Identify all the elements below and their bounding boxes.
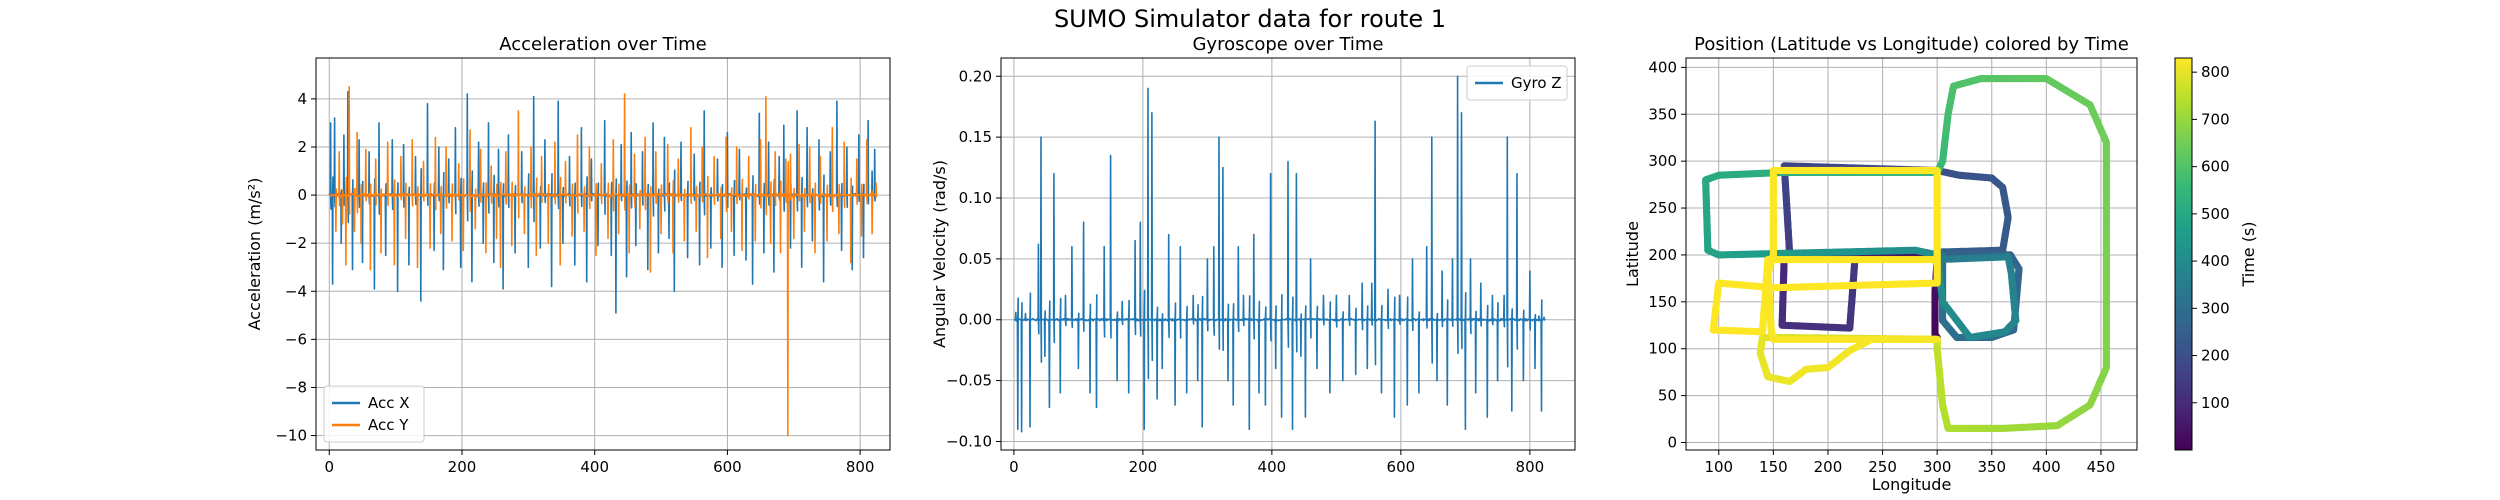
x-tick-label: 200 — [448, 458, 477, 476]
y-tick-label: 0.05 — [959, 250, 992, 268]
series-line-acc-y — [329, 86, 878, 437]
x-tick-label: 800 — [1516, 458, 1545, 476]
legend-box — [323, 385, 425, 443]
axes-frame — [315, 57, 891, 451]
legend-label: Acc X — [368, 394, 410, 412]
y-tick-label: 150 — [1648, 293, 1677, 311]
x-tick-label: 350 — [1977, 458, 2006, 476]
y-tick-label: −2 — [285, 234, 307, 252]
y-tick-label: −10 — [275, 427, 307, 445]
x-tick-label: 300 — [1923, 458, 1952, 476]
position-points — [1702, 75, 2110, 432]
x-tick-label: 800 — [846, 458, 875, 476]
colorbar-tick-label: 700 — [2201, 110, 2230, 128]
colorbar-tick-label: 600 — [2201, 158, 2230, 176]
position-chart: 100 150 200 250 300 350 400 450 0 50 100 150 200 250 3… — [1623, 34, 2138, 494]
chart-title: Acceleration over Time — [499, 34, 706, 55]
x-tick-label: 400 — [1258, 458, 1287, 476]
x-axis-label: Longitude — [1872, 475, 1952, 494]
axes-frame — [1685, 57, 2138, 451]
y-tick-label: 0.10 — [959, 189, 992, 207]
chart-title: Gyroscope over Time — [1192, 34, 1383, 55]
colorbar-tick-label: 400 — [2201, 252, 2230, 270]
gyroscope-chart: 0 200 400 600 800 −0.10 −0.05 0.00 0.05 0.10 0.15 0… — [930, 34, 1576, 476]
position-point — [1931, 256, 1940, 264]
chart-title: Position (Latitude vs Longitude) colored… — [1694, 34, 2129, 55]
x-tick-label: 600 — [1387, 458, 1416, 476]
y-tick-label: 400 — [1648, 58, 1677, 76]
legend: Acc X Acc Y — [323, 385, 425, 443]
legend-box — [1466, 65, 1568, 101]
figure-suptitle: SUMO Simulator data for route 1 — [1054, 5, 1446, 33]
x-tick-label: 400 — [2032, 458, 2061, 476]
colorbar-tick-label: 800 — [2201, 63, 2230, 81]
x-tick-label: 150 — [1759, 458, 1788, 476]
y-tick-label: 0 — [297, 186, 307, 204]
y-axis-label: Acceleration (m/s²) — [245, 178, 264, 331]
colorbar-tick-label: 100 — [2201, 394, 2230, 412]
colorbar-tick-label: 200 — [2201, 347, 2230, 365]
y-tick-label: 350 — [1648, 105, 1677, 123]
y-axis-label: Latitude — [1623, 221, 1642, 287]
y-tick-label: 0 — [1667, 433, 1677, 451]
y-tick-label: 0.00 — [959, 311, 992, 329]
y-tick-label: −6 — [285, 330, 307, 348]
y-axis-label: Angular Velocity (rad/s) — [930, 160, 949, 348]
y-tick-label: −8 — [285, 378, 307, 396]
colorbar-tick-label: 500 — [2201, 205, 2230, 223]
colorbar-tick-label: 300 — [2201, 299, 2230, 317]
y-tick-label: 0.15 — [959, 128, 992, 146]
x-tick-label: 600 — [713, 458, 742, 476]
y-tick-label: −4 — [285, 282, 307, 300]
y-tick-label: 4 — [297, 90, 307, 108]
colorbar-label: Time (s) — [2239, 221, 2258, 287]
x-tick-label: 200 — [1814, 458, 1843, 476]
x-tick-label: 0 — [1009, 458, 1019, 476]
y-tick-label: −0.05 — [946, 372, 992, 390]
acceleration-chart: 0 200 400 600 800 −10 −8 −6 −4 −2 0 2 4 Acceleration … — [245, 34, 891, 476]
time-colorbar: 100 200 300 400 500 600 700 800 Time (s) — [2174, 57, 2258, 451]
x-tick-label: 200 — [1129, 458, 1158, 476]
series-line-gyro-z — [1013, 75, 1546, 433]
y-tick-label: 100 — [1648, 340, 1677, 358]
legend: Gyro Z — [1466, 65, 1568, 101]
y-tick-label: 0.20 — [959, 67, 992, 85]
x-tick-label: 0 — [324, 458, 334, 476]
y-tick-label: 250 — [1648, 199, 1677, 217]
x-tick-label: 400 — [580, 458, 609, 476]
y-tick-label: 200 — [1648, 246, 1677, 264]
y-tick-label: 2 — [297, 138, 307, 156]
y-tick-label: 50 — [1658, 387, 1677, 405]
colorbar-gradient — [2174, 57, 2193, 451]
y-tick-label: 300 — [1648, 152, 1677, 170]
axes-frame — [1000, 57, 1576, 451]
legend-label: Gyro Z — [1511, 74, 1562, 92]
x-tick-label: 100 — [1704, 458, 1733, 476]
x-tick-label: 250 — [1868, 458, 1897, 476]
x-tick-label: 450 — [2087, 458, 2116, 476]
y-tick-label: −0.10 — [946, 432, 992, 450]
legend-label: Acc Y — [368, 416, 409, 434]
